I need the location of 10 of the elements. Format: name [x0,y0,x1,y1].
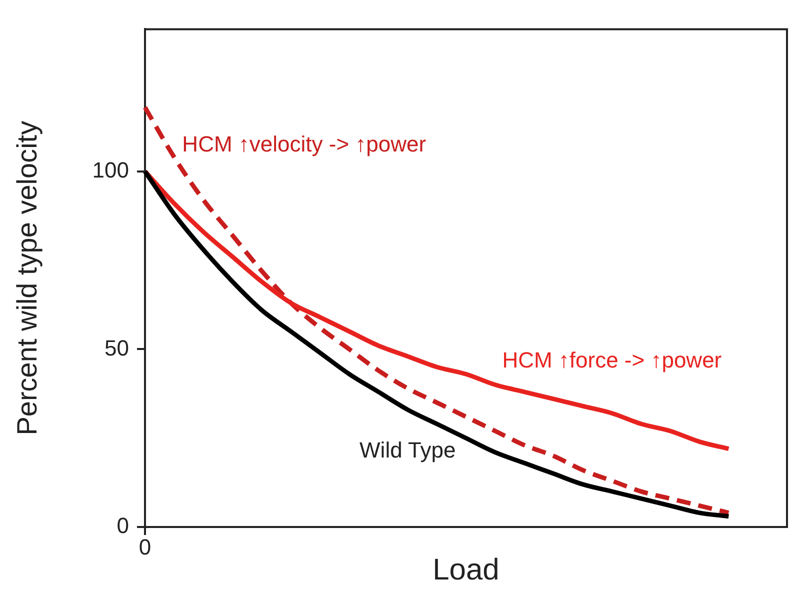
y-axis-title: Percent wild type velocity [12,120,43,436]
series-label: Wild Type [360,438,456,463]
y-tick-label: 100 [92,157,129,182]
line-series [142,169,731,519]
series-label: HCM ↑velocity -> ↑power [182,131,426,156]
y-tick-label: 0 [116,513,129,538]
y-tick-label: 50 [104,335,129,360]
line-series [142,105,731,516]
x-axis-title: Load [432,553,500,586]
series-label: HCM ↑force -> ↑power [502,347,722,372]
